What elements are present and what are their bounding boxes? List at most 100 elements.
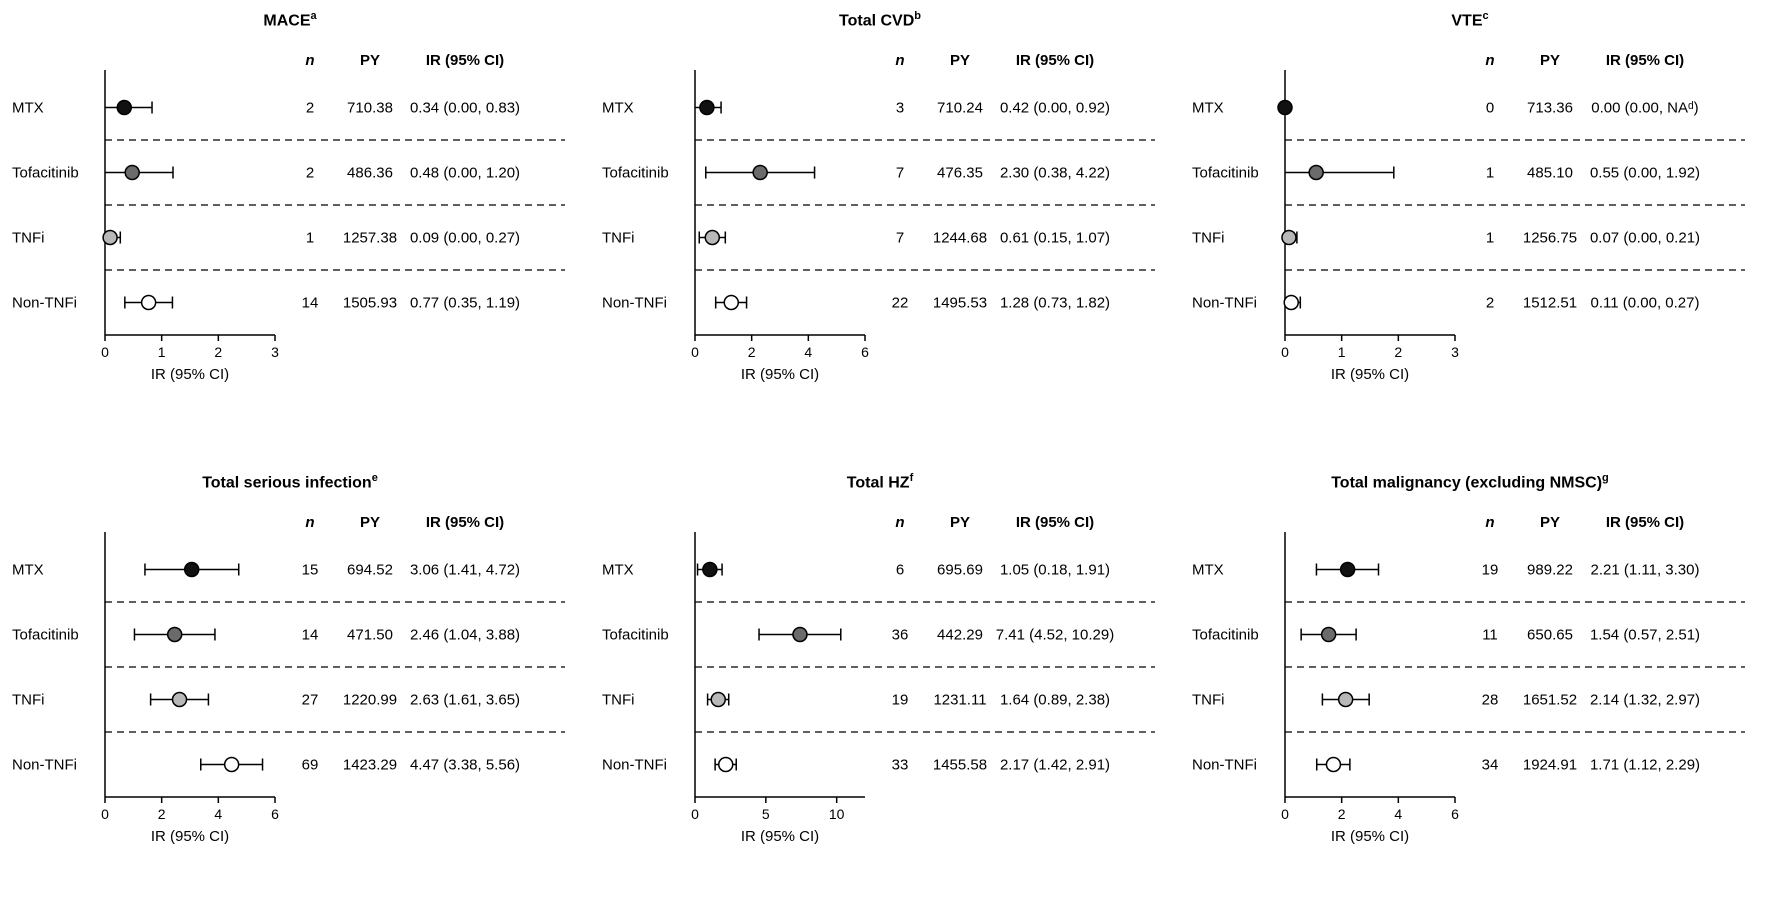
category-label: Non-TNFi (12, 756, 77, 773)
forest-marker (185, 562, 199, 576)
category-label: Tofacitinib (1192, 626, 1259, 643)
panel-title: Total HZf (600, 472, 1160, 492)
cell-py: 1231.11 (933, 691, 986, 708)
cell-py: 1651.52 (1523, 691, 1577, 708)
category-label: Tofacitinib (602, 626, 669, 643)
panel-3: Total serious infectione0246IR (95% CI)n… (10, 472, 570, 904)
forest-marker (168, 627, 182, 641)
xtick-label: 4 (1394, 806, 1402, 822)
cell-py: 713.36 (1527, 100, 1573, 117)
cell-n: 2 (1486, 295, 1494, 312)
forest-marker (1326, 757, 1340, 771)
panel-svg: 0246IR (95% CI)nPYIR (95% CI)MTX15694.52… (10, 472, 570, 892)
cell-ir: 0.48 (0.00, 1.20) (410, 165, 520, 182)
cell-py: 1455.58 (933, 756, 987, 773)
category-label: MTX (602, 100, 634, 117)
col-header-n: n (895, 52, 904, 69)
cell-ir: 2.14 (1.32, 2.97) (1590, 691, 1700, 708)
col-header-ir: IR (95% CI) (1016, 514, 1094, 531)
forest-marker (793, 627, 807, 641)
cell-py: 486.36 (347, 165, 393, 182)
cell-ir: 0.55 (0.00, 1.92) (1590, 165, 1700, 182)
cell-n: 33 (892, 756, 909, 773)
category-label: MTX (1192, 100, 1224, 117)
forest-marker (724, 296, 738, 310)
x-axis-label: IR (95% CI) (151, 828, 229, 845)
panel-1: Total CVDb0246IR (95% CI)nPYIR (95% CI)M… (600, 10, 1160, 442)
panel-title: VTEc (1190, 10, 1750, 30)
cell-py: 1505.93 (343, 295, 397, 312)
xtick-label: 6 (1451, 806, 1459, 822)
xtick-label: 3 (271, 344, 279, 360)
category-label: Tofacitinib (1192, 165, 1259, 182)
category-label: TNFi (1192, 230, 1225, 247)
cell-ir: 1.64 (0.89, 2.38) (1000, 691, 1110, 708)
forest-marker (142, 296, 156, 310)
forest-marker (711, 692, 725, 706)
xtick-label: 0 (691, 344, 699, 360)
xtick-label: 3 (1451, 344, 1459, 360)
xtick-label: 2 (214, 344, 222, 360)
cell-n: 28 (1482, 691, 1499, 708)
xtick-label: 10 (829, 806, 845, 822)
col-header-n: n (895, 514, 904, 531)
cell-py: 471.50 (347, 626, 393, 643)
cell-n: 1 (306, 230, 314, 247)
category-label: Non-TNFi (1192, 756, 1257, 773)
cell-py: 485.10 (1527, 165, 1573, 182)
category-label: MTX (12, 561, 44, 578)
title-footnote: f (910, 472, 914, 484)
cell-n: 1 (1486, 165, 1494, 182)
cell-ir: 2.46 (1.04, 3.88) (410, 626, 520, 643)
forest-marker (1282, 231, 1296, 245)
cell-py: 710.24 (937, 100, 983, 117)
category-label: Tofacitinib (12, 626, 79, 643)
xtick-label: 1 (1338, 344, 1346, 360)
forest-marker (173, 692, 187, 706)
cell-py: 710.38 (347, 100, 393, 117)
cell-py: 442.29 (937, 626, 983, 643)
xtick-label: 4 (214, 806, 222, 822)
xtick-label: 0 (1281, 344, 1289, 360)
xtick-label: 4 (804, 344, 812, 360)
x-axis-label: IR (95% CI) (151, 366, 229, 383)
cell-ir: 0.77 (0.35, 1.19) (410, 295, 520, 312)
col-header-n: n (305, 514, 314, 531)
cell-n: 11 (1482, 626, 1498, 643)
title-footnote: e (372, 472, 378, 484)
forest-marker (1322, 627, 1336, 641)
cell-ir: 7.41 (4.52, 10.29) (996, 626, 1114, 643)
x-axis-label: IR (95% CI) (741, 366, 819, 383)
col-header-py: PY (1540, 52, 1560, 69)
xtick-label: 6 (271, 806, 279, 822)
cell-ir: 3.06 (1.41, 4.72) (410, 561, 520, 578)
col-header-py: PY (360, 514, 380, 531)
x-axis-label: IR (95% CI) (741, 828, 819, 845)
cell-n: 2 (306, 165, 314, 182)
panel-title: Total malignancy (excluding NMSC)g (1190, 472, 1750, 492)
col-header-ir: IR (95% CI) (426, 52, 504, 69)
col-header-ir: IR (95% CI) (1606, 514, 1684, 531)
cell-py: 1423.29 (343, 756, 397, 773)
category-label: Non-TNFi (1192, 295, 1257, 312)
xtick-label: 2 (1394, 344, 1402, 360)
panel-title: MACEa (10, 10, 570, 30)
panel-5: Total malignancy (excluding NMSC)g0246IR… (1190, 472, 1750, 904)
cell-ir: 2.30 (0.38, 4.22) (1000, 165, 1110, 182)
category-label: MTX (602, 561, 634, 578)
cell-py: 476.35 (937, 165, 983, 182)
forest-marker (700, 101, 714, 115)
cell-py: 1220.99 (343, 691, 397, 708)
panel-svg: 0246IR (95% CI)nPYIR (95% CI)MTX3710.240… (600, 10, 1160, 430)
cell-ir: 0.09 (0.00, 0.27) (410, 230, 520, 247)
cell-n: 1 (1486, 230, 1494, 247)
xtick-label: 0 (101, 344, 109, 360)
panel-title: Total CVDb (600, 10, 1160, 30)
col-header-py: PY (950, 514, 970, 531)
panel-svg: 0123IR (95% CI)nPYIR (95% CI)MTX2710.380… (10, 10, 570, 430)
forest-marker (103, 231, 117, 245)
col-header-ir: IR (95% CI) (1606, 52, 1684, 69)
xtick-label: 2 (158, 806, 166, 822)
forest-marker (1339, 692, 1353, 706)
cell-ir: 4.47 (3.38, 5.56) (410, 756, 520, 773)
